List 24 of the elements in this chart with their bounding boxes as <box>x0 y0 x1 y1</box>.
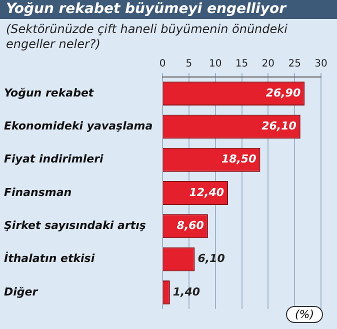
data-label: 26,90 <box>266 86 301 100</box>
y-tick-label: Şirket sayısındaki artış <box>4 219 146 232</box>
y-tick-label: Finansman <box>4 186 72 199</box>
data-label: 18,50 <box>221 152 257 166</box>
x-tick-label: 30 <box>314 58 328 70</box>
chart-title: Yoğun rekabet büyümeyi engelliyor <box>0 0 337 19</box>
annotation: (%) <box>286 306 323 323</box>
data-label: 1,40 <box>172 285 200 298</box>
y-tick-label: Fiyat indirimleri <box>4 152 104 166</box>
y-tick-label: İthalatın etkisi <box>4 251 95 266</box>
data-label: 8,60 <box>176 219 204 232</box>
y-tick-label: Yoğun rekabet <box>4 86 94 100</box>
y-tick-label: Ekonomideki yavaşlama <box>4 120 153 133</box>
x-tick-label: 5 <box>186 58 192 70</box>
x-tick-label: 15 <box>235 58 248 70</box>
data-label: 12,40 <box>189 186 224 199</box>
x-tick-label: 0 <box>159 58 166 70</box>
y-tick-label: Diğer <box>4 285 38 298</box>
data-label: 6,10 <box>198 252 226 266</box>
x-tick-label: 20 <box>262 58 275 70</box>
x-tick-label: 10 <box>208 58 222 70</box>
x-tick-label: 25 <box>288 58 301 70</box>
chart-subtitle: (Sektörünüzde çift haneli büyümenin önündeki engeller neler?) <box>5 21 288 53</box>
data-label: 26,10 <box>262 120 297 133</box>
